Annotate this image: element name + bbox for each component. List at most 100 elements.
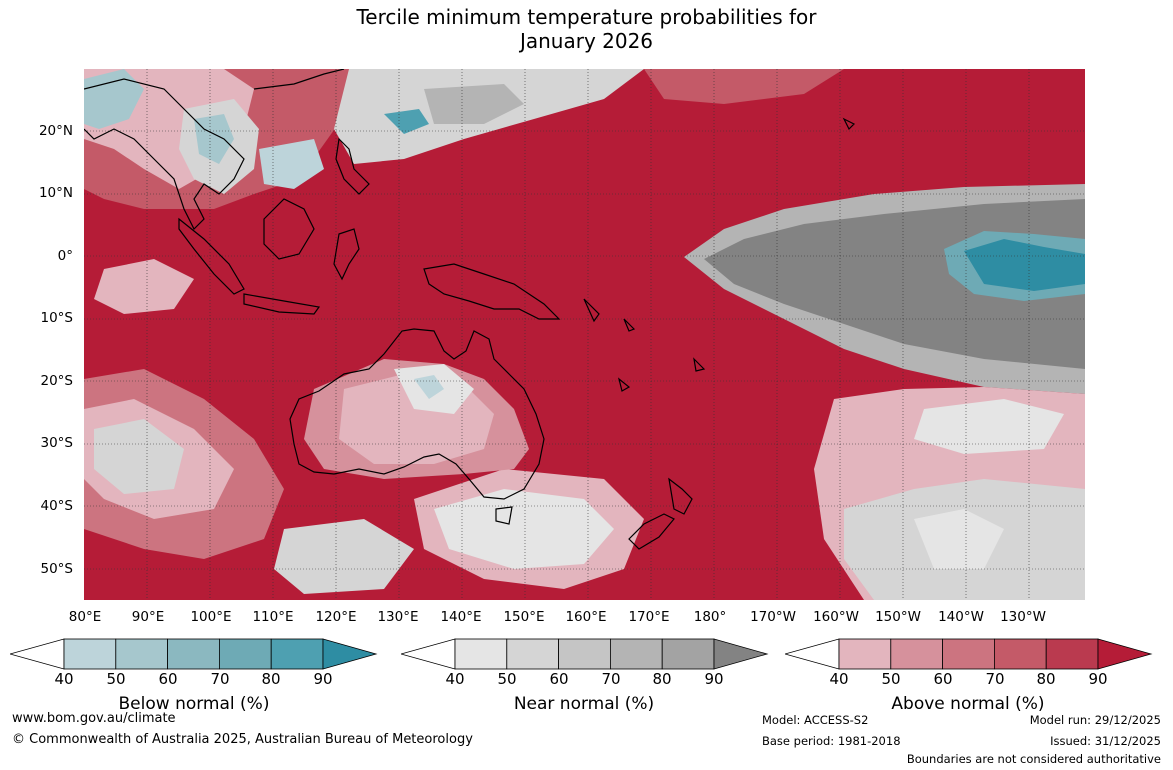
longitude-label-170w: 170°W	[750, 609, 796, 625]
australia-coastline	[289, 328, 545, 500]
china-coastline	[253, 69, 345, 90]
colorbar-swatch	[993, 638, 1047, 670]
sumatra-coastline	[178, 217, 245, 295]
longitude-label-100e: 100°E	[190, 609, 232, 625]
java-coastline	[243, 293, 321, 315]
india-below-normal-region	[84, 69, 144, 129]
longitude-label-110e: 110°E	[252, 609, 294, 625]
above-normal-tick-60: 60	[933, 670, 953, 688]
longitude-label-150e: 150°E	[503, 609, 545, 625]
south-indian-ocean-near-normal-region	[94, 419, 184, 494]
longitude-label-180: 180°	[693, 609, 727, 625]
borneo-coastline	[263, 198, 315, 260]
north-pacific-below-normal-spot	[384, 109, 429, 134]
graticule	[84, 69, 1085, 600]
issued-text: Issued: 31/12/2025	[1050, 734, 1161, 748]
below-normal-tick-60: 60	[158, 670, 178, 688]
below-normal-tick-70: 70	[210, 670, 230, 688]
above-normal-colorbar	[785, 638, 1153, 670]
base-period-text: Base period: 1981-2018	[762, 734, 901, 748]
above-normal-tick-90: 90	[1088, 670, 1108, 688]
near-normal-tick-90: 90	[704, 670, 724, 688]
probability-map	[84, 69, 1085, 600]
map-title: Tercile minimum temperature probabilitie…	[0, 5, 1173, 53]
near-normal-over-swatch	[713, 638, 769, 670]
latitude-label-20s: 20°S	[40, 373, 74, 389]
below-normal-colorbar	[10, 638, 378, 670]
longitude-label-80e: 80°E	[68, 609, 102, 625]
copyright-text: © Commonwealth of Australia 2025, Austra…	[12, 732, 473, 747]
indochina-below-normal-region	[194, 114, 234, 164]
colorbar-swatch	[890, 638, 944, 670]
philippines-coastline	[335, 137, 370, 195]
tasmania-coastline	[495, 506, 513, 525]
new-guinea-coastline	[423, 263, 561, 320]
colorbar-swatch	[609, 638, 663, 670]
latitude-label-10s: 10°S	[40, 310, 74, 326]
longitude-label-140w: 140°W	[938, 609, 984, 625]
colorbar-swatch	[115, 638, 169, 670]
latitude-label-40s: 40°S	[40, 498, 74, 514]
above-normal-swatches	[838, 638, 1099, 670]
longitude-label-130w: 130°W	[1000, 609, 1046, 625]
colorbar-swatch	[63, 638, 117, 670]
north-pacific-near-70-region	[424, 84, 524, 124]
below-normal-under-swatch	[10, 638, 65, 670]
below-normal-over-swatch	[322, 638, 378, 670]
longitude-label-160e: 160°E	[565, 609, 607, 625]
south-east-pacific-near-40-region-upper	[914, 399, 1064, 454]
near-normal-legend-label: Near normal (%)	[513, 694, 655, 714]
below-normal-legend-label: Below normal (%)	[118, 694, 270, 714]
longitude-label-90e: 90°E	[131, 609, 165, 625]
south-china-sea-below-normal-region	[259, 139, 324, 189]
map-canvas	[84, 69, 1085, 600]
latitude-label-50s: 50°S	[40, 561, 74, 577]
latitude-label-10n: 10°N	[38, 185, 73, 201]
above-normal-tick-50: 50	[881, 670, 901, 688]
below-normal-tick-80: 80	[261, 670, 281, 688]
colorbar-swatch	[218, 638, 272, 670]
colorbar-swatch	[1045, 638, 1099, 670]
above-normal-under-swatch	[785, 638, 840, 670]
longitude-label-160w: 160°W	[813, 609, 859, 625]
near-normal-tick-50: 50	[497, 670, 517, 688]
near-normal-tick-70: 70	[601, 670, 621, 688]
near-normal-tick-60: 60	[549, 670, 569, 688]
new-zealand-coastline	[628, 477, 693, 550]
longitude-label-120e: 120°E	[315, 609, 357, 625]
colorbar-swatch	[454, 638, 508, 670]
australia-below-normal-spot	[414, 375, 444, 399]
website-link[interactable]: www.bom.gov.au/climate	[12, 711, 176, 726]
latitude-label-30s: 30°S	[40, 435, 74, 451]
colorbar-swatch	[838, 638, 892, 670]
south-east-pacific-near-40-region	[914, 509, 1004, 569]
southern-ocean-near-normal-region	[434, 489, 614, 569]
near-normal-colorbar	[401, 638, 769, 670]
colorbar-swatch	[506, 638, 560, 670]
map-title-line-2: January 2026	[519, 29, 654, 53]
model-text: Model: ACCESS-S2	[762, 713, 869, 727]
sulawesi-coastline	[333, 228, 360, 281]
colorbar-swatch	[558, 638, 611, 670]
above-normal-legend-label: Above normal (%)	[891, 694, 1045, 714]
longitude-label-150w: 150°W	[875, 609, 921, 625]
below-normal-tick-90: 90	[313, 670, 333, 688]
equatorial-pacific-below-90-region	[964, 239, 1085, 291]
near-normal-tick-80: 80	[652, 670, 672, 688]
latitude-label-0: 0°	[57, 248, 73, 264]
below-normal-swatches	[63, 638, 324, 670]
near-normal-under-swatch	[401, 638, 456, 670]
colorbar-swatch	[942, 638, 995, 670]
mainland-asia-coastline	[84, 78, 245, 231]
above-normal-tick-40: 40	[829, 670, 849, 688]
disclaimer-text: Boundaries are not considered authoritat…	[906, 752, 1161, 766]
longitude-label-170e: 170°E	[628, 609, 670, 625]
south-west-ocean-near-normal-region	[274, 519, 414, 594]
indian-ocean-above-40-region	[94, 259, 194, 314]
map-title-line-1: Tercile minimum temperature probabilitie…	[356, 5, 817, 29]
colorbar-swatch	[270, 638, 324, 670]
near-normal-swatches	[454, 638, 715, 670]
below-normal-tick-50: 50	[106, 670, 126, 688]
longitude-label-140e: 140°E	[440, 609, 482, 625]
above-normal-over-swatch	[1097, 638, 1153, 670]
